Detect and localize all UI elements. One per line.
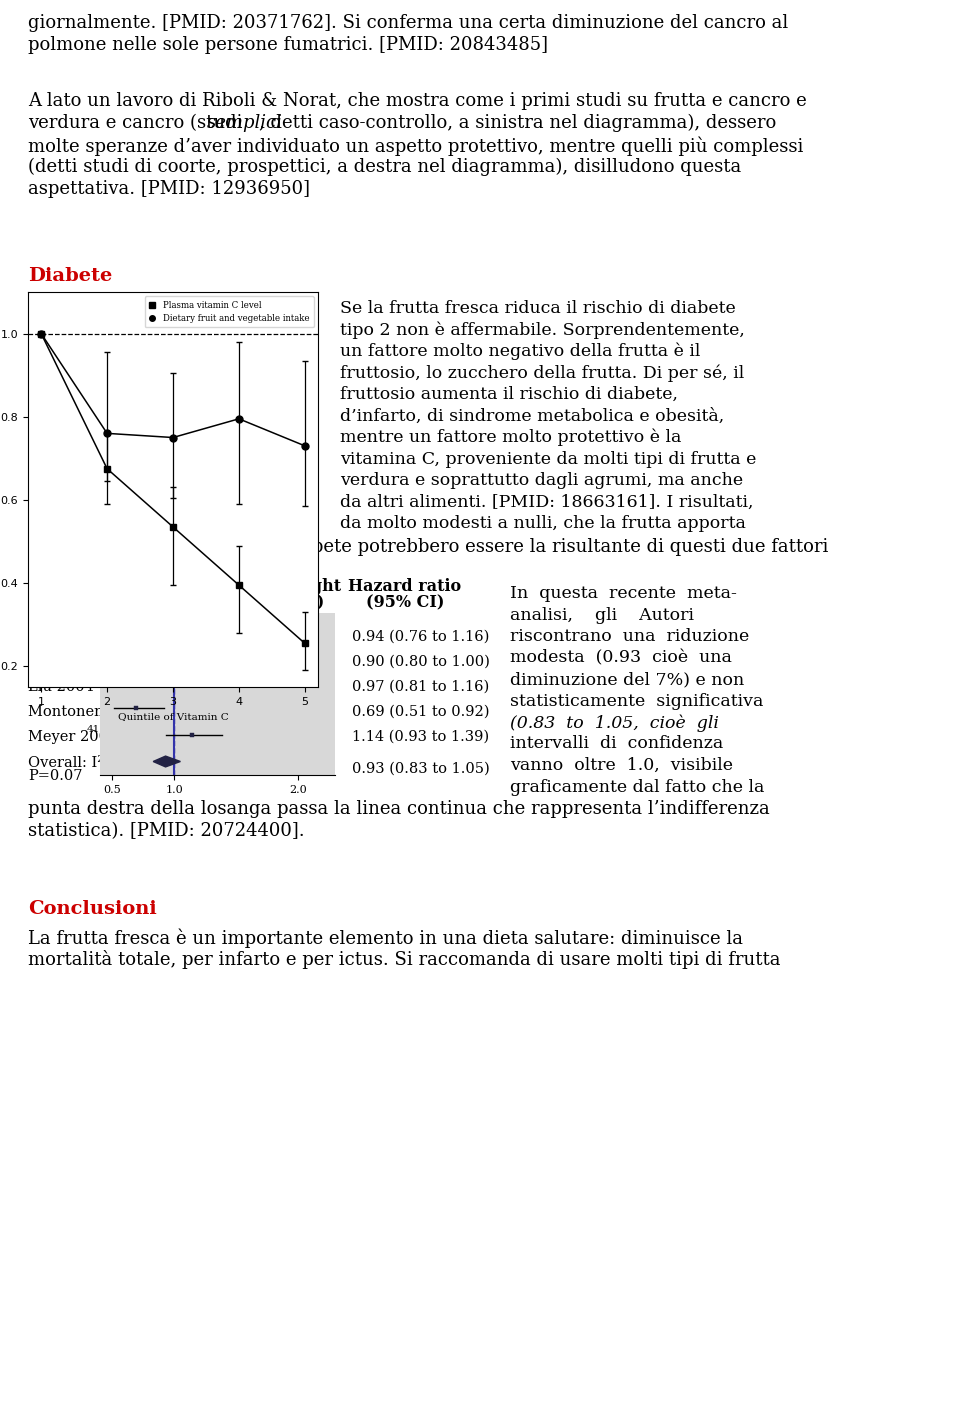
Text: 12: 12 [300,705,319,719]
Text: 38: 38 [105,701,118,709]
Text: 0.69 (0.51 to 0.92): 0.69 (0.51 to 0.92) [352,705,490,719]
Text: Hazard ratio: Hazard ratio [348,578,462,595]
Text: verdura e soprattutto dagli agrumi, ma anche: verdura e soprattutto dagli agrumi, ma a… [340,471,743,490]
Text: d’infarto, di sindrome metabolica e obesità,: d’infarto, di sindrome metabolica e obes… [340,408,724,425]
Text: statistica). [PMID: 20724400].: statistica). [PMID: 20724400]. [28,822,304,840]
Text: 0.94 (0.76 to 1.16): 0.94 (0.76 to 1.16) [352,630,490,644]
Text: punta destra della losanga passa la linea continua che rappresenta l’indifferenz: punta destra della losanga passa la line… [28,801,770,817]
Text: (detti studi di coorte, prospettici, a destra nel diagramma), disilludono questa: (detti studi di coorte, prospettici, a d… [28,158,741,176]
Text: 19: 19 [300,730,319,744]
Text: tipo 2 non è affermabile. Sorprendentemente,: tipo 2 non è affermabile. Sorprendenteme… [340,322,745,339]
Text: Montonen 2005: Montonen 2005 [28,705,146,719]
Text: un fattore molto negativo della frutta è il: un fattore molto negativo della frutta è… [340,343,701,360]
Text: La frutta fresca è un importante elemento in una dieta salutare: diminuisce la: La frutta fresca è un importante element… [28,929,743,947]
Text: aspettativa. [PMID: 12936950]: aspettativa. [PMID: 12936950] [28,180,310,198]
Text: 37: 37 [99,650,112,658]
Text: polmone nelle sole persone fumatrici. [PMID: 20843485]: polmone nelle sole persone fumatrici. [P… [28,37,548,53]
Text: intervalli  di  confidenza: intervalli di confidenza [510,736,723,753]
Text: molte speranze d’aver individuato un aspetto protettivo, mentre quelli più compl: molte speranze d’aver individuato un asp… [28,136,804,156]
Text: Overall: I²=53%,: Overall: I²=53%, [28,756,153,770]
Text: 18: 18 [300,630,320,644]
Text: (%): (%) [295,594,325,611]
Text: riscontrano  una  riduzione: riscontrano una riduzione [510,628,749,644]
Text: mentre un fattore molto protettivo è la: mentre un fattore molto protettivo è la [340,429,682,446]
Legend: Plasma vitamin C level, Dietary fruit and vegetable intake: Plasma vitamin C level, Dietary fruit an… [145,297,314,328]
Text: A lato un lavoro di Riboli & Norat, che mostra come i primi studi su frutta e ca: A lato un lavoro di Riboli & Norat, che … [28,91,806,110]
Text: graficamente dal fatto che la: graficamente dal fatto che la [510,778,764,795]
Text: (0.83  to  1.05,  cioè  gli: (0.83 to 1.05, cioè gli [510,713,719,732]
Text: diminuzione del 7%) e non: diminuzione del 7%) e non [510,671,744,688]
Text: mortalità totale, per infarto e per ictus. Si raccomanda di usare molti tipi di : mortalità totale, per infarto e per ictu… [28,950,780,969]
Text: P=0.07: P=0.07 [28,770,83,784]
Text: 0.97 (0.81 to 1.16): 0.97 (0.81 to 1.16) [352,680,490,694]
Text: vitamina C, proveniente da molti tipi di frutta e: vitamina C, proveniente da molti tipi di… [340,450,756,467]
Text: 30: 30 [300,656,320,668]
Text: giornalmente. [PMID: 20371762]. Si conferma una certa diminuzione del cancro al: giornalmente. [PMID: 20371762]. Si confe… [28,14,788,32]
Polygon shape [154,756,180,767]
Text: semplici: semplici [207,114,283,132]
Text: 39: 39 [75,675,88,684]
X-axis label: Quintile of Vitamin C: Quintile of Vitamin C [118,712,228,722]
Text: da molto modesti a nulli, che la frutta apporta: da molto modesti a nulli, che la frutta … [340,515,746,532]
Text: alla riduzione del rischio di diabete potrebbero essere la risultante di questi : alla riduzione del rischio di diabete po… [28,537,828,556]
Text: 0.93 (0.83 to 1.05): 0.93 (0.83 to 1.05) [352,763,490,777]
Text: fruttosio aumenta il rischio di diabete,: fruttosio aumenta il rischio di diabete, [340,386,678,402]
Text: Liu 2004: Liu 2004 [28,680,94,694]
Text: Hazard ratio: Hazard ratio [149,578,261,595]
Text: fruttosio, lo zucchero della frutta. Di per sé, il: fruttosio, lo zucchero della frutta. Di … [340,364,744,381]
Text: 41: 41 [87,725,100,734]
Text: Meyer 2000: Meyer 2000 [28,730,117,744]
Text: (95% CI): (95% CI) [366,594,444,611]
Text: modesta  (0.93  cioè  una: modesta (0.93 cioè una [510,650,732,667]
Text: Bazzano 2008: Bazzano 2008 [28,656,132,668]
Text: Villegas 2008: Villegas 2008 [28,630,129,644]
Text: statisticamente  significativa: statisticamente significativa [510,692,763,709]
Text: Conclusioni: Conclusioni [28,900,156,917]
Text: 22: 22 [300,680,320,694]
Text: verdura e cancro (studi: verdura e cancro (studi [28,114,249,132]
Text: vanno  oltre  1.0,  visibile: vanno oltre 1.0, visibile [510,757,733,774]
Text: da altri alimenti. [PMID: 18663161]. I risultati,: da altri alimenti. [PMID: 18663161]. I r… [340,494,754,511]
Text: (95% CI): (95% CI) [166,594,244,611]
Text: , detti caso-controllo, a sinistra nel diagramma), dessero: , detti caso-controllo, a sinistra nel d… [259,114,777,132]
Text: Se la frutta fresca riduca il rischio di diabete: Se la frutta fresca riduca il rischio di… [340,300,735,317]
Text: In  questa  recente  meta-: In questa recente meta- [510,585,737,602]
Text: 100: 100 [296,763,324,777]
Text: 36: 36 [105,625,118,635]
Text: 1.14 (0.93 to 1.39): 1.14 (0.93 to 1.39) [352,730,490,744]
Text: analisi,    gli    Autori: analisi, gli Autori [510,606,694,623]
Text: Diabete: Diabete [28,267,112,286]
Text: contrapposti.: contrapposti. [28,560,149,578]
Text: 0.90 (0.80 to 1.00): 0.90 (0.80 to 1.00) [352,656,490,668]
Text: Weight: Weight [278,578,342,595]
